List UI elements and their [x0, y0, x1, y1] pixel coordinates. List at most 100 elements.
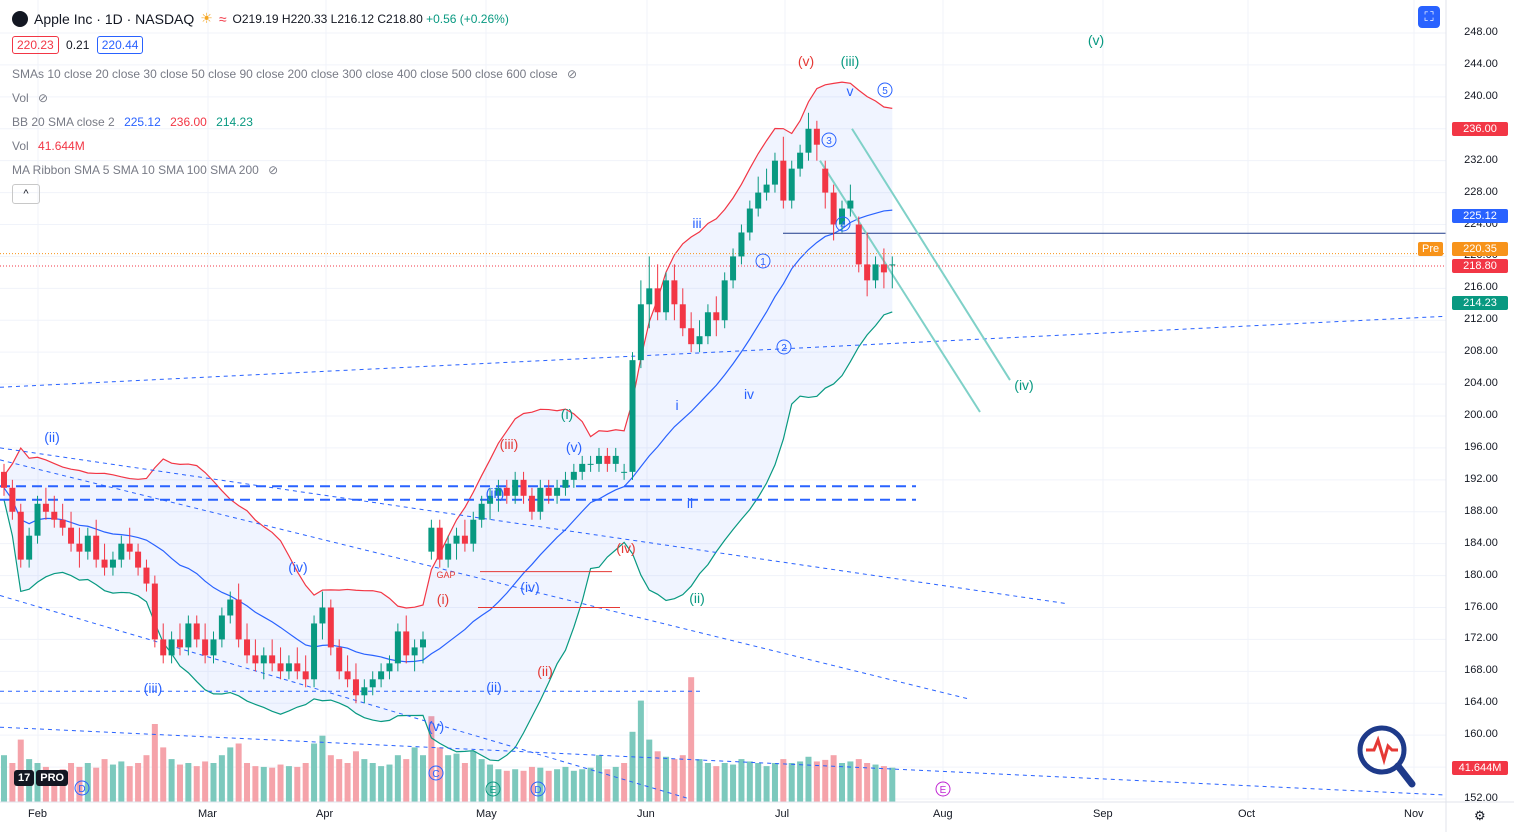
wave-label[interactable]: (iv)	[288, 559, 307, 575]
volume-bar	[277, 764, 284, 802]
wave-circle	[755, 253, 771, 269]
wave-label[interactable]: (iv)	[616, 540, 635, 556]
wave-label[interactable]: (iv)	[520, 579, 539, 595]
smas-legend[interactable]: SMAs 10 close 20 close 30 close 50 close…	[12, 67, 577, 81]
collapse-legend-button[interactable]: ^	[12, 184, 40, 204]
candle-body	[470, 519, 477, 544]
bb-lower-tag: 214.23	[1452, 296, 1508, 310]
wave-label[interactable]: (ii)	[44, 429, 60, 445]
ohlc-readout: O219.19 H220.33 L216.12 C218.80 +0.56 (+…	[233, 12, 509, 26]
symbol-header[interactable]: Apple Inc · 1D · NASDAQ ☀ ≈ O219.19 H220…	[12, 10, 509, 27]
wave-label[interactable]: (iii)	[500, 436, 519, 452]
wave-label[interactable]: (iii)	[841, 53, 860, 69]
bb-legend[interactable]: BB 20 SMA close 2 225.12 236.00 214.23	[12, 115, 253, 129]
wave-label[interactable]: 3	[821, 132, 837, 148]
candle-body	[830, 192, 837, 225]
wave-label[interactable]: (iii)	[144, 680, 163, 696]
wave-label[interactable]: (ii)	[486, 679, 502, 695]
candle-body	[889, 264, 896, 266]
volume-bar	[595, 755, 602, 802]
symbol-title[interactable]: Apple Inc · 1D · NASDAQ	[34, 10, 195, 27]
wave-label[interactable]: (v)	[566, 439, 582, 455]
ask-price[interactable]: 220.44	[96, 36, 144, 54]
bb-fill	[4, 82, 893, 761]
volume-bar	[696, 759, 703, 802]
wave-label[interactable]: (v)	[428, 718, 444, 734]
volume-bar	[663, 756, 670, 802]
wave-label[interactable]: GAP	[436, 570, 455, 580]
wave-label[interactable]: (i)	[437, 591, 449, 607]
wave-label[interactable]: iv	[744, 386, 754, 402]
volume-bar	[562, 766, 569, 802]
wave-label[interactable]: 1	[755, 253, 771, 269]
volume-bar	[93, 767, 100, 802]
bid-ask[interactable]: 220.23 0.21 220.44	[12, 36, 144, 54]
market-status-icon[interactable]: ☀	[200, 10, 213, 26]
wave-text: (ii)	[537, 663, 553, 679]
time-tick-label: Sep	[1093, 808, 1113, 820]
wave-label[interactable]: (ii)	[689, 590, 705, 606]
wave-label[interactable]: E	[935, 781, 951, 797]
volume-bar	[730, 764, 737, 802]
apple-logo-icon	[12, 10, 28, 27]
wave-label[interactable]: E	[485, 781, 501, 797]
wave-label[interactable]: (i)	[561, 406, 573, 422]
volume-bar	[864, 763, 871, 802]
candle-body	[42, 503, 49, 512]
bb-upper-value: 236.00	[170, 115, 207, 129]
tradingview-logo[interactable]: 17 PRO	[14, 770, 69, 786]
candle-body	[671, 280, 678, 305]
wave-label[interactable]: iii	[692, 215, 701, 231]
vol-legend-hidden[interactable]: Vol ⊘	[12, 91, 48, 105]
wave-label[interactable]: 4	[835, 216, 851, 232]
price-tick-label: 232.00	[1464, 153, 1498, 166]
wave-label[interactable]: (v)	[1088, 32, 1104, 48]
wave-text: (ii)	[486, 679, 502, 695]
hidden-eye-icon[interactable]: ⊘	[567, 67, 578, 81]
volume-bar	[445, 755, 452, 802]
wave-label[interactable]: (v)	[798, 53, 814, 69]
wave-label[interactable]: i	[675, 397, 678, 413]
volume-bar	[813, 761, 820, 802]
wave-label[interactable]: (iv)	[1014, 377, 1033, 393]
wave-label[interactable]: (iii)	[486, 485, 505, 501]
wave-circle	[428, 765, 444, 781]
candle-body	[420, 639, 426, 648]
candle-body	[872, 264, 879, 281]
hidden-eye-icon[interactable]: ⊘	[38, 91, 49, 105]
wave-label[interactable]: v	[847, 83, 854, 99]
wave-label[interactable]: D	[74, 780, 90, 796]
volume-bar	[495, 769, 502, 802]
wave-text: (iv)	[1014, 377, 1033, 393]
candle-body	[604, 455, 611, 464]
hidden-eye-icon[interactable]: ⊘	[268, 163, 279, 177]
spread-value: 0.21	[66, 38, 90, 52]
price-tick-label: 248.00	[1464, 26, 1498, 38]
wave-text: (v)	[1088, 32, 1104, 48]
wave-label[interactable]: C	[428, 765, 444, 781]
volume-bar	[252, 766, 259, 802]
ribbon-legend[interactable]: MA Ribbon SMA 5 SMA 10 SMA 100 SMA 200 ⊘	[12, 163, 278, 177]
volume-bar	[780, 759, 787, 802]
candle-body	[411, 647, 418, 656]
wave-label[interactable]: ii	[687, 495, 693, 511]
bid-price[interactable]: 220.23	[12, 36, 59, 54]
price-tick-label: 204.00	[1464, 377, 1498, 390]
settings-gear-icon[interactable]: ⚙	[1474, 808, 1486, 823]
volume-bar	[294, 766, 301, 802]
vol-legend[interactable]: Vol 41.644M	[12, 139, 85, 153]
wave-label[interactable]: (ii)	[537, 663, 553, 679]
volume-bar	[151, 724, 158, 802]
candle-body	[135, 551, 142, 568]
candle-body	[93, 535, 100, 560]
premarket-label: Pre	[1418, 242, 1444, 256]
wave-label[interactable]: 5	[877, 82, 893, 98]
analysis-magnifier-icon[interactable]	[1356, 724, 1416, 795]
wave-label[interactable]: D	[530, 781, 546, 797]
fullscreen-button[interactable]: ⛶	[1418, 6, 1440, 28]
wave-text: (iii)	[500, 436, 519, 452]
feed-icon[interactable]: ≈	[218, 10, 227, 27]
candle-body	[512, 479, 519, 496]
wave-label[interactable]: 2	[776, 339, 792, 355]
